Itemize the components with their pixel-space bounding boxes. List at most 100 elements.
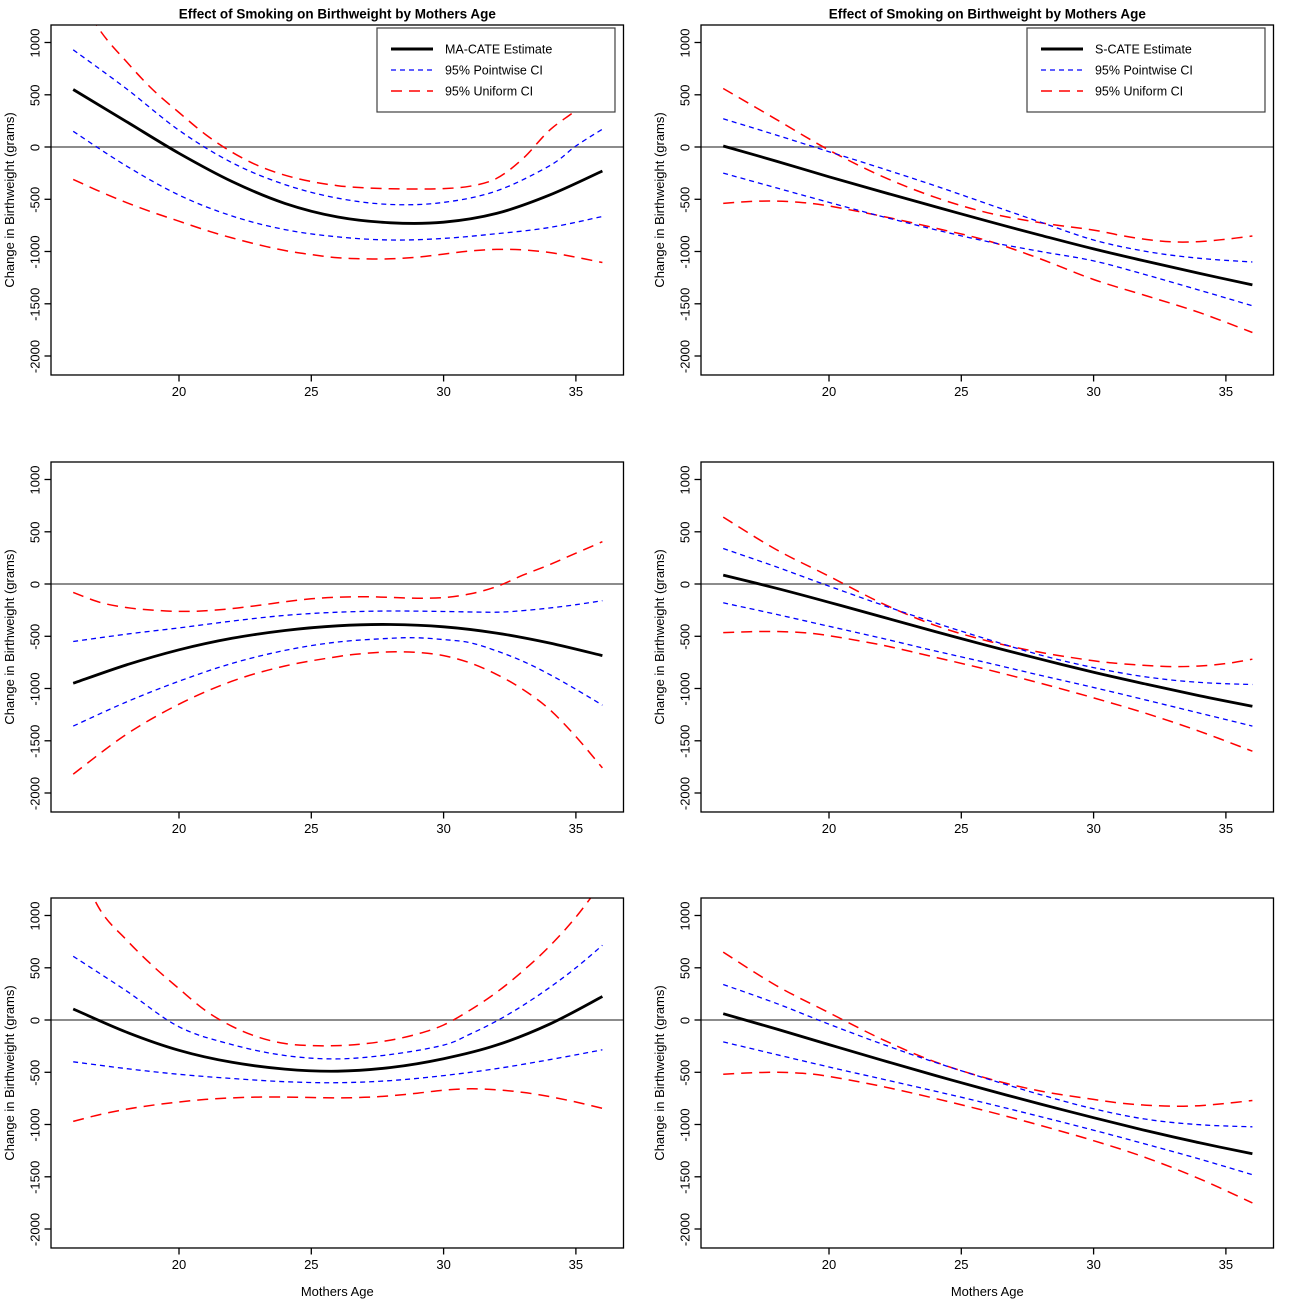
legend: S-CATE Estimate 95% Pointwise CI 95% Unifo…	[1026, 27, 1266, 113]
y-tick-label: -1500	[28, 1161, 43, 1194]
x-tick-label: 30	[1086, 384, 1100, 399]
pointwise-lower-curve	[723, 601, 1253, 727]
panel-middle-right: 20 25 30 35 1000 500 0 -500 -1000 -1500 -2000 Chang…	[650, 437, 1300, 874]
y-tick-label: 1000	[678, 29, 693, 58]
uniform-lower-curve	[73, 1088, 603, 1123]
y-tick-label: 500	[28, 521, 43, 543]
curves	[72, 898, 604, 1123]
panel-title: Effect of Smoking on Birthweight by Moth…	[179, 6, 497, 21]
y-axis-label: Change in Birthweight (grams)	[652, 986, 667, 1161]
y-axis-label: Change in Birthweight (grams)	[2, 986, 17, 1161]
y-tick-label: 500	[28, 84, 43, 106]
chart-svg-top-left: 20 25 30 35 1000 500 0 -500 -1000 -1500 -2000 Chang…	[2, 6, 625, 399]
chart-svg-middle-left: 20 25 30 35 1000 500 0 -500 -1000 -1500 -2000 Chang…	[2, 461, 625, 836]
estimate-curve	[72, 622, 603, 685]
legend-box	[1026, 27, 1266, 113]
legend-label-uniform: 95% Uniform CI	[1095, 84, 1183, 98]
uniform-lower-curve	[723, 630, 1253, 752]
plot-box	[50, 897, 625, 1249]
pointwise-lower-curve	[723, 1041, 1253, 1176]
y-tick-label: 1000	[678, 902, 693, 931]
chart-svg-bottom-right: 20 25 30 35 1000 500 0 -500 -1000 -1500 -2000 Chang…	[652, 897, 1275, 1299]
chart-svg-bottom-left: 20 25 30 35 1000 500 0 -500 -1000 -1500 -2000 Chang…	[2, 897, 625, 1299]
y-tick-label: -2000	[28, 1213, 43, 1246]
y-tick-label: -1500	[678, 1161, 693, 1194]
x-tick-label: 25	[304, 821, 318, 836]
curves	[722, 516, 1253, 752]
y-tick-label: -500	[678, 1060, 693, 1086]
x-axis-label: Mothers Age	[951, 1284, 1024, 1299]
pointwise-upper-curve	[722, 547, 1253, 685]
panel-title: Effect of Smoking on Birthweight by Moth…	[829, 6, 1147, 21]
plot-box	[700, 24, 1275, 376]
y-tick-label: 1000	[28, 29, 43, 58]
estimate-curve	[72, 995, 604, 1073]
estimate-curve	[722, 573, 1253, 708]
y-tick-label: 500	[678, 958, 693, 980]
legend-label-pointwise: 95% Pointwise CI	[445, 63, 543, 77]
x-tick-label: 25	[304, 1257, 318, 1272]
y-axis-label: Change in Birthweight (grams)	[2, 549, 17, 724]
x-axis-label: Mothers Age	[301, 1284, 374, 1299]
panel-top-right: 20 25 30 35 1000 500 0 -500 -1000 -1500 -2000 Chang…	[650, 0, 1300, 437]
x-tick-label: 25	[954, 821, 968, 836]
y-tick-label: -1000	[28, 1109, 43, 1142]
x-tick-label: 20	[822, 821, 836, 836]
y-tick-label: -1000	[28, 235, 43, 268]
legend-box	[376, 27, 616, 113]
panel-middle-left: 20 25 30 35 1000 500 0 -500 -1000 -1500 -2000 Chang…	[0, 437, 650, 874]
y-axis-label: Change in Birthweight (grams)	[2, 112, 17, 287]
y-tick-label: -500	[678, 623, 693, 649]
y-tick-label: -2000	[678, 1213, 693, 1246]
x-tick-label: 30	[436, 821, 450, 836]
y-tick-label: -1000	[678, 235, 693, 268]
legend-label-estimate: MA-CATE Estimate	[445, 42, 552, 56]
x-tick-label: 35	[569, 384, 583, 399]
x-tick-label: 35	[1219, 821, 1233, 836]
curves	[722, 87, 1253, 334]
y-tick-label: -1500	[678, 724, 693, 757]
curves	[722, 951, 1253, 1204]
estimate-curve	[72, 88, 603, 225]
y-axis-label: Change in Birthweight (grams)	[652, 112, 667, 287]
legend-label-uniform: 95% Uniform CI	[445, 84, 533, 98]
pointwise-lower-curve	[72, 636, 603, 727]
y-tick-label: 1000	[678, 465, 693, 494]
curves	[72, 540, 603, 775]
x-tick-label: 25	[304, 384, 318, 399]
y-tick-label: -1000	[678, 672, 693, 705]
pointwise-upper-curve	[73, 599, 603, 642]
y-tick-label: 500	[678, 84, 693, 106]
uniform-upper-curve	[72, 540, 603, 612]
x-tick-label: 30	[436, 384, 450, 399]
pointwise-upper-curve	[723, 118, 1253, 263]
pointwise-lower-curve	[73, 1049, 603, 1084]
x-tick-label: 20	[822, 384, 836, 399]
x-tick-label: 25	[954, 1257, 968, 1272]
y-tick-label: 0	[28, 144, 43, 151]
pointwise-upper-curve	[722, 984, 1253, 1128]
x-tick-label: 20	[172, 384, 186, 399]
x-tick-label: 20	[172, 1257, 186, 1272]
uniform-lower-curve	[72, 650, 603, 775]
curves	[72, 24, 603, 264]
x-tick-label: 20	[822, 1257, 836, 1272]
estimate-curve	[722, 1012, 1253, 1156]
y-tick-label: 1000	[28, 902, 43, 931]
panel-bottom-left: 20 25 30 35 1000 500 0 -500 -1000 -1500 -2000 Chang…	[0, 873, 650, 1310]
y-tick-label: 0	[678, 144, 693, 151]
x-tick-label: 30	[436, 1257, 450, 1272]
pointwise-lower-curve	[723, 172, 1253, 307]
uniform-lower-curve	[72, 178, 603, 264]
x-tick-label: 35	[1219, 384, 1233, 399]
y-tick-label: -1500	[28, 288, 43, 321]
x-tick-label: 35	[569, 1257, 583, 1272]
uniform-upper-curve	[722, 516, 1253, 668]
uniform-lower-curve	[723, 200, 1253, 334]
x-tick-label: 25	[954, 384, 968, 399]
y-tick-label: -2000	[28, 340, 43, 373]
x-tick-label: 35	[569, 821, 583, 836]
chart-svg-middle-right: 20 25 30 35 1000 500 0 -500 -1000 -1500 -2000 Chang…	[652, 461, 1275, 836]
pointwise-lower-curve	[72, 130, 603, 241]
x-tick-label: 20	[172, 821, 186, 836]
